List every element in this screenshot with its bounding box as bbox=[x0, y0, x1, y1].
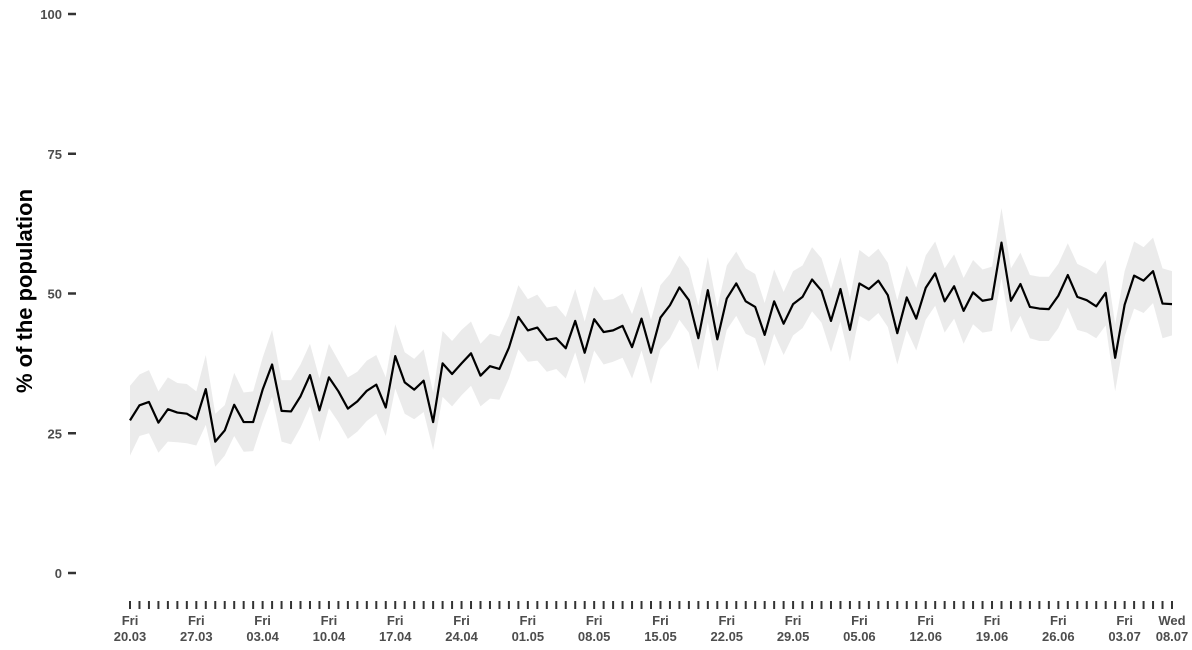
x-tick-weekday: Fri bbox=[254, 613, 271, 628]
x-tick-weekday: Fri bbox=[520, 613, 537, 628]
x-tick-date: 20.03 bbox=[114, 629, 147, 644]
x-tick-date: 03.07 bbox=[1108, 629, 1141, 644]
x-tick-weekday: Fri bbox=[1050, 613, 1067, 628]
x-tick-weekday: Fri bbox=[785, 613, 802, 628]
x-tick-weekday: Fri bbox=[586, 613, 603, 628]
x-tick-weekday: Fri bbox=[387, 613, 404, 628]
x-tick-weekday: Fri bbox=[718, 613, 735, 628]
y-axis-label: % of the population bbox=[12, 189, 37, 393]
y-tick-label: 75 bbox=[48, 147, 62, 162]
x-axis: Fri20.03Fri27.03Fri03.04Fri10.04Fri17.04… bbox=[114, 601, 1189, 644]
x-tick-date: 03.04 bbox=[246, 629, 279, 644]
y-tick-label: 25 bbox=[48, 426, 62, 441]
x-tick-date: 12.06 bbox=[909, 629, 942, 644]
x-tick-date: 22.05 bbox=[711, 629, 744, 644]
x-tick-weekday: Fri bbox=[1116, 613, 1133, 628]
x-tick-date: 27.03 bbox=[180, 629, 213, 644]
y-tick-label: 100 bbox=[40, 7, 62, 22]
x-tick-weekday: Fri bbox=[984, 613, 1001, 628]
x-tick-date: 26.06 bbox=[1042, 629, 1075, 644]
y-tick-label: 0 bbox=[55, 566, 62, 581]
x-tick-date: 10.04 bbox=[313, 629, 346, 644]
x-tick-weekday: Fri bbox=[851, 613, 868, 628]
confidence-band-layer bbox=[130, 207, 1172, 467]
confidence-band bbox=[130, 207, 1172, 467]
x-tick-date: 08.05 bbox=[578, 629, 611, 644]
x-tick-date: 29.05 bbox=[777, 629, 810, 644]
x-tick-weekday: Fri bbox=[453, 613, 470, 628]
x-tick-date: 05.06 bbox=[843, 629, 876, 644]
x-tick-weekday: Fri bbox=[321, 613, 338, 628]
series-line bbox=[129, 241, 1173, 443]
x-tick-date: 17.04 bbox=[379, 629, 412, 644]
x-tick-weekday: Wed bbox=[1158, 613, 1185, 628]
x-tick-date: 08.07 bbox=[1156, 629, 1189, 644]
y-tick-label: 50 bbox=[48, 287, 62, 302]
x-tick-weekday: Fri bbox=[652, 613, 669, 628]
x-tick-weekday: Fri bbox=[188, 613, 205, 628]
series-line-layer bbox=[129, 241, 1173, 443]
y-axis: 0 25 50 75 100 bbox=[40, 7, 76, 581]
x-tick-weekday: Fri bbox=[122, 613, 139, 628]
x-tick-date: 24.04 bbox=[445, 629, 478, 644]
x-tick-weekday: Fri bbox=[917, 613, 934, 628]
x-tick-date: 15.05 bbox=[644, 629, 677, 644]
x-tick-date: 01.05 bbox=[512, 629, 545, 644]
x-tick-date: 19.06 bbox=[976, 629, 1009, 644]
